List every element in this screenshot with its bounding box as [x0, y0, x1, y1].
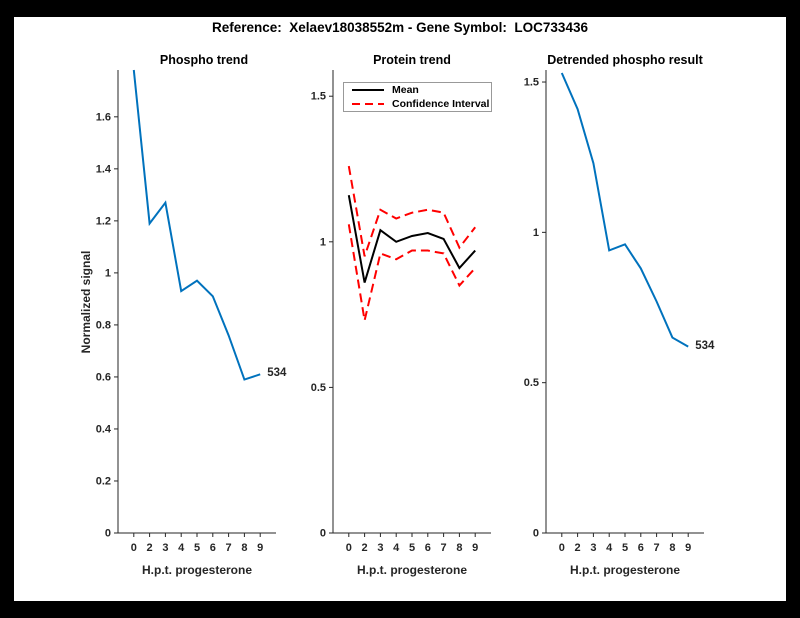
- plot-area-detrended-result: 00.511.50 2 3 4 5 6 7 8 9: [524, 70, 704, 554]
- x-tick-label: 7: [226, 542, 232, 554]
- y-tick-label: 0: [320, 528, 326, 540]
- figure-title: Reference: Xelaev18038552m - Gene Symbol…: [212, 20, 588, 35]
- series-end-label-534: 534: [267, 367, 287, 380]
- y-tick-label: 0: [105, 528, 111, 540]
- x-tick-label: 6: [425, 542, 431, 554]
- x-tick-label: 5: [194, 542, 200, 554]
- y-tick-label: 0.2: [96, 475, 111, 487]
- x-tick-label: 3: [590, 542, 596, 554]
- x-tick-label: 9: [685, 542, 691, 554]
- x-tick-label: 2: [147, 542, 153, 554]
- series-line-red: [347, 224, 476, 321]
- x-tick-label: 4: [606, 542, 613, 554]
- y-tick-label: 1.2: [96, 215, 111, 227]
- x-tick-label: 0: [346, 542, 352, 554]
- y-tick-label: 1: [320, 236, 326, 248]
- series-line-black: [347, 195, 476, 283]
- y-tick-label: 1.4: [96, 163, 112, 175]
- x-tick-label: 6: [638, 542, 644, 554]
- x-tick-label: 9: [257, 542, 263, 554]
- x-tick-label: 9: [472, 542, 478, 554]
- y-tick-label: 1: [533, 227, 539, 239]
- x-tick-label: 3: [162, 542, 168, 554]
- y-tick-label: 0: [533, 528, 539, 540]
- y-tick-label: 0.6: [96, 371, 111, 383]
- subplot2-title: Protein trend: [373, 53, 451, 67]
- legend-label-mean: Mean: [392, 84, 419, 96]
- y-tick-label: 1: [105, 267, 111, 279]
- x-axis-label-3: H.p.t. progesterone: [569, 563, 680, 577]
- x-tick-label: 0: [131, 542, 137, 554]
- x-tick-label: 8: [669, 542, 675, 554]
- x-tick-label: 7: [441, 542, 447, 554]
- x-axis-label-2: H.p.t. progesterone: [356, 563, 467, 577]
- x-tick-label: 3: [377, 542, 383, 554]
- legend-label-confidence-interval: Confidence Interval: [392, 98, 490, 110]
- series-line-red: [347, 165, 476, 257]
- subplot3-title: Detrended phospho result: [547, 53, 703, 67]
- y-tick-label: 1.5: [311, 91, 326, 103]
- x-tick-label: 6: [210, 542, 216, 554]
- series-end-label-534: 534: [695, 339, 715, 352]
- plot-area-protein-trend: 00.511.50 2 3 4 5 6 7 8 9: [311, 70, 491, 554]
- mean-line-sample-icon: [352, 89, 384, 91]
- x-tick-label: 2: [575, 542, 581, 554]
- y-tick-label: 0.4: [96, 423, 112, 435]
- series-line-blue: [560, 72, 689, 348]
- y-tick-label: 0.5: [311, 382, 326, 394]
- series-line-blue: [132, 69, 261, 381]
- x-tick-label: 5: [622, 542, 628, 554]
- y-axis-label: Normalized signal: [79, 250, 93, 354]
- plot-area-phospho-trend: 00.20.40.60.811.21.41.60 2 3 4 5 6 7 8 9: [96, 69, 276, 554]
- y-tick-label: 1.5: [524, 77, 539, 89]
- legend-item-mean: Mean: [344, 83, 491, 97]
- y-tick-label: 0.8: [96, 319, 111, 331]
- x-tick-label: 0: [559, 542, 565, 554]
- x-tick-label: 5: [409, 542, 415, 554]
- legend: Mean Confidence Interval: [343, 82, 492, 112]
- confidence-interval-dash-sample-icon: [352, 103, 384, 105]
- x-tick-label: 8: [456, 542, 462, 554]
- x-tick-label: 8: [241, 542, 247, 554]
- subplot1-title: Phospho trend: [159, 53, 249, 67]
- y-tick-label: 1.6: [96, 111, 111, 123]
- figure-canvas: Reference: Xelaev18038552m - Gene Symbol…: [14, 17, 786, 601]
- x-tick-label: 4: [393, 542, 400, 554]
- x-tick-label: 2: [362, 542, 368, 554]
- y-tick-label: 0.5: [524, 377, 539, 389]
- x-tick-label: 4: [178, 542, 185, 554]
- x-tick-label: 7: [654, 542, 660, 554]
- x-axis-label-1: H.p.t. progesterone: [141, 563, 252, 577]
- legend-item-confidence-interval: Confidence Interval: [344, 97, 491, 111]
